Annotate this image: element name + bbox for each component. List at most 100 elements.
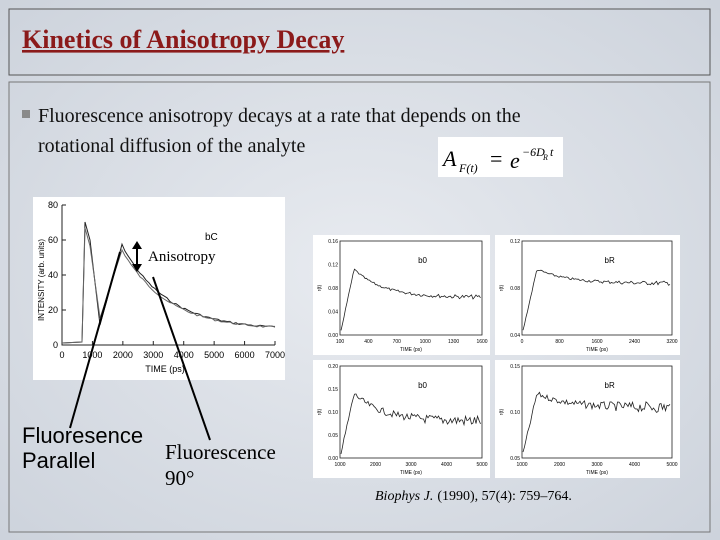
title-frame (8, 8, 711, 76)
equation-exponent-t: t (550, 145, 554, 159)
panel-curve (522, 269, 671, 331)
y-tick-label: 0 (53, 340, 58, 350)
equation-base: e (510, 148, 520, 173)
figure-panel (313, 360, 490, 478)
x-tick-label: 2000 (554, 462, 565, 468)
y-axis-title: r(t) (317, 284, 323, 291)
equation-equals: = (490, 146, 502, 171)
x-axis-title: TIME (ps) (586, 470, 608, 476)
figure-panel (495, 360, 680, 478)
y-tick-label: 0.10 (510, 410, 520, 416)
x-tick-label: 2000 (370, 462, 381, 468)
x-tick-label: 0 (521, 339, 524, 345)
y-tick-label: 0.00 (328, 333, 338, 339)
y-tick-label: 0.08 (328, 286, 338, 292)
equation-exponent: −6D (522, 145, 545, 159)
y-tick-label: 0.08 (510, 286, 520, 292)
panel-frame (521, 240, 673, 336)
panel-curve (340, 268, 481, 331)
x-tick-label: 1600 (476, 339, 487, 345)
x-tick-label: 5000 (476, 462, 487, 468)
y-tick-label: 0.05 (510, 456, 520, 462)
panel-curve (522, 391, 671, 453)
x-tick-label: 100 (336, 339, 345, 345)
x-tick-label: 6000 (235, 350, 255, 360)
arrow-head (132, 241, 142, 272)
x-tick-label: 2400 (629, 339, 640, 345)
citation-journal: Biophys J. (375, 489, 433, 504)
x-tick-label: 4000 (174, 350, 194, 360)
x-tick-label: 4000 (629, 462, 640, 468)
x-tick-label: 2000 (113, 350, 133, 360)
y-tick-label: 80 (48, 200, 58, 210)
x-tick-label: 4000 (441, 462, 452, 468)
x-axis-title: TIME (ps) (400, 470, 422, 476)
y-tick-label: 0.04 (328, 310, 338, 316)
x-tick-label: 1000 (516, 462, 527, 468)
annotation-anisotropy: Anisotropy (148, 249, 216, 265)
x-tick-label: 1000 (82, 350, 102, 360)
intensity-curve-perpendicular (61, 227, 276, 344)
pointer-perpendicular (152, 276, 211, 441)
body-frame (8, 81, 711, 533)
x-tick-label: 1000 (420, 339, 431, 345)
x-tick-label: 0 (59, 350, 64, 360)
x-tick-label: 3000 (405, 462, 416, 468)
x-axis-title: TIME (ps) (586, 347, 608, 353)
x-tick-label: 800 (555, 339, 564, 345)
slide-title: Kinetics of Anisotropy Decay (22, 25, 344, 54)
annotation-perpendicular: Fluorescence (165, 440, 276, 464)
citation-details: (1990), 57(4): 759–764. (437, 489, 572, 504)
y-tick-label: 40 (48, 270, 58, 280)
figure-panel (495, 235, 680, 355)
x-tick-label: 1000 (334, 462, 345, 468)
annotation-perpendicular: 90° (165, 466, 194, 490)
bullet-marker (22, 110, 30, 118)
x-tick-label: 400 (364, 339, 373, 345)
citation: Biophys J. (1990), 57(4): 759–764. (375, 489, 572, 504)
panel-curve (340, 393, 481, 454)
panel-label: bR (605, 381, 615, 390)
panel-frame (521, 365, 673, 459)
figure-intensity (33, 197, 285, 380)
y-tick-label: 0.10 (328, 410, 338, 416)
bullet-text: rotational diffusion of the analyte (38, 135, 305, 157)
y-tick-label: 0.12 (510, 239, 520, 245)
figure-label: bC (205, 232, 218, 243)
x-tick-label: 1300 (448, 339, 459, 345)
y-axis-title: INTENSITY (arb. units) (37, 239, 46, 321)
equation-exponent-sub: R (542, 153, 548, 162)
annotation-parallel: Fluoresence (22, 423, 143, 448)
y-axis-title: r(t) (317, 408, 323, 415)
y-tick-label: 0.15 (510, 364, 520, 370)
y-tick-label: 0.20 (328, 364, 338, 370)
x-axis-title: TIME (ps) (145, 364, 185, 374)
equation-symbol: A (441, 146, 457, 171)
x-axis-title: TIME (ps) (400, 347, 422, 353)
figure-panel (313, 235, 490, 355)
x-tick-label: 1600 (591, 339, 602, 345)
y-tick-label: 0.05 (328, 433, 338, 439)
y-tick-label: 0.15 (328, 387, 338, 393)
x-tick-label: 3000 (591, 462, 602, 468)
y-tick-label: 0.12 (328, 263, 338, 269)
x-tick-label: 5000 (666, 462, 677, 468)
panel-frame (339, 365, 483, 459)
y-tick-label: 0.04 (510, 333, 520, 339)
y-tick-label: 0.00 (328, 456, 338, 462)
y-tick-label: 60 (48, 235, 58, 245)
y-axis-title: r(t) (499, 284, 505, 291)
panel-label: bR (605, 256, 615, 265)
x-tick-label: 700 (393, 339, 402, 345)
y-tick-label: 0.16 (328, 239, 338, 245)
panel-label: b0 (418, 381, 427, 390)
panel-label: b0 (418, 256, 427, 265)
x-tick-label: 3000 (143, 350, 163, 360)
y-axis-title: r(t) (499, 408, 505, 415)
bullet-text: Fluorescence anisotropy decays at a rate… (38, 105, 521, 127)
annotation-parallel: Parallel (22, 448, 95, 473)
pointer-parallel (69, 251, 121, 429)
x-tick-label: 7000 (265, 350, 285, 360)
